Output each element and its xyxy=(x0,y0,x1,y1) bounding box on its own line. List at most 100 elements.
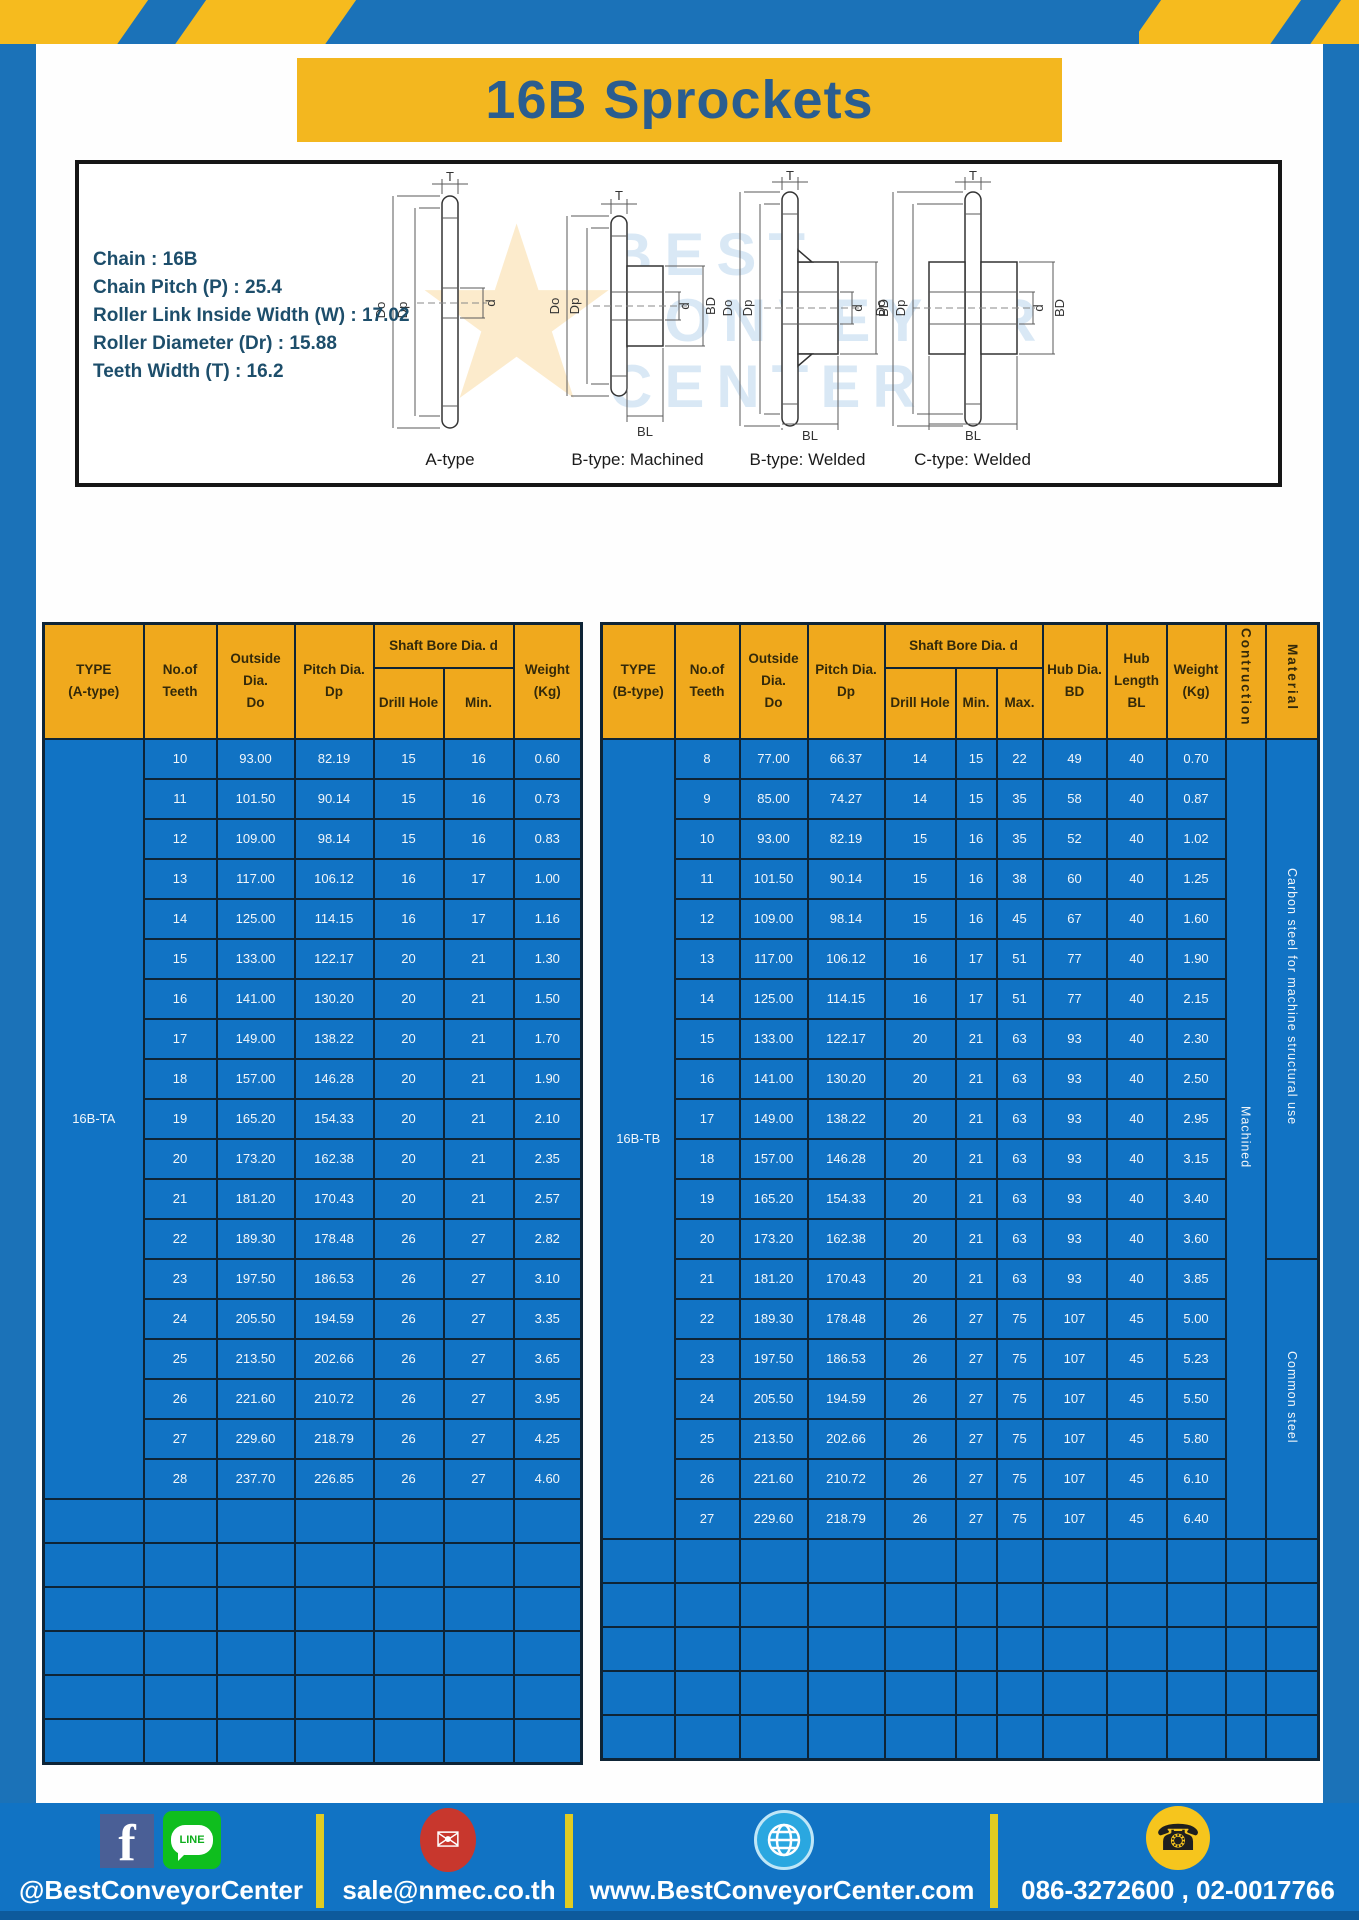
table-b-body: 16B-TB 8 77.00 66.37 14 15 22 49 40 0.70 Machined C… xyxy=(600,737,1320,1760)
table-cell: 27 xyxy=(954,1297,998,1340)
table-cell: 26 xyxy=(883,1497,957,1540)
col-header-min: Min. xyxy=(954,666,998,740)
dim-label-t: T xyxy=(786,170,794,183)
table-cell: 26 xyxy=(673,1457,741,1500)
material-lower-cell: Common steel xyxy=(1264,1257,1320,1540)
table-cell: 21 xyxy=(954,1057,998,1100)
type-label-cell: 16B-TA xyxy=(42,737,145,1500)
table-cell: 15 xyxy=(673,1017,741,1060)
diagram-caption: C-type: Welded xyxy=(914,450,1031,469)
facebook-icon: f xyxy=(100,1814,154,1868)
table-cell: 0.83 xyxy=(512,817,583,860)
table-cell: 15 xyxy=(372,777,445,820)
table-row: 24 205.50 194.59 26 27 75 107 45 5.50 xyxy=(602,1377,1319,1420)
table-cell xyxy=(954,1625,998,1672)
line-app-icon: LINE xyxy=(163,1811,221,1869)
table-cell xyxy=(954,1537,998,1584)
b-type-machined-drawing: T Do Dp d BD BL B-type: Machin xyxy=(545,170,730,472)
col-header-outside-dia: Outside Dia. Do xyxy=(738,622,809,740)
table-cell xyxy=(673,1713,741,1760)
c-type-welded-diagram-svg: T Do Dp d BD BL xyxy=(875,170,1067,442)
table-cell: 93.00 xyxy=(215,737,296,780)
table-cell: 178.48 xyxy=(293,1217,375,1260)
diagram-caption: B-type: Welded xyxy=(749,450,866,469)
table-cell xyxy=(1105,1669,1168,1716)
table-cell: 178.48 xyxy=(806,1297,886,1340)
table-cell: 45 xyxy=(1105,1497,1168,1540)
table-cell: 40 xyxy=(1105,977,1168,1020)
table-cell xyxy=(1224,1713,1267,1760)
table-cell: 11 xyxy=(142,777,218,820)
table-cell xyxy=(142,1629,218,1676)
table-cell: 130.20 xyxy=(806,1057,886,1100)
table-cell: 21 xyxy=(442,937,515,980)
dim-label-do: Do xyxy=(547,298,562,315)
table-cell xyxy=(600,1581,676,1628)
construction-cell-text: Machined xyxy=(1238,1105,1253,1169)
table-row: 18 157.00 146.28 20 21 63 93 40 3.15 xyxy=(602,1137,1319,1180)
table-cell: 63 xyxy=(995,1017,1044,1060)
table-cell: 27 xyxy=(954,1497,998,1540)
table-cell: 15 xyxy=(372,737,445,780)
empty-table-row xyxy=(42,1717,583,1764)
table-cell: 20 xyxy=(372,1177,445,1220)
table-cell: 107 xyxy=(1041,1337,1108,1380)
table-cell: 3.65 xyxy=(512,1337,583,1380)
dim-label-bl: BL xyxy=(965,428,981,442)
col-header-max: Max. xyxy=(995,666,1044,740)
table-row: 27 229.60 218.79 26 27 75 107 45 6.40 xyxy=(602,1497,1319,1540)
table-cell xyxy=(1224,1537,1267,1584)
table-cell xyxy=(995,1669,1044,1716)
table-cell xyxy=(142,1717,218,1764)
table-cell: 173.20 xyxy=(738,1217,809,1260)
spec-line: Roller Diameter (Dr) : 15.88 xyxy=(93,333,337,354)
table-cell: 77.00 xyxy=(738,737,809,780)
table-cell: 181.20 xyxy=(215,1177,296,1220)
table-cell: 17 xyxy=(673,1097,741,1140)
table-cell: 27 xyxy=(442,1417,515,1460)
table-cell: 16 xyxy=(883,977,957,1020)
dim-label-d: d xyxy=(677,302,692,309)
table-cell: 2.10 xyxy=(512,1097,583,1140)
table-cell: 229.60 xyxy=(215,1417,296,1460)
table-cell: 51 xyxy=(995,937,1044,980)
table-cell: 1.90 xyxy=(1165,937,1227,980)
table-cell: 26 xyxy=(372,1217,445,1260)
table-cell: 20 xyxy=(372,1137,445,1180)
table-cell: 82.19 xyxy=(293,737,375,780)
table-cell: 181.20 xyxy=(738,1257,809,1300)
table-cell xyxy=(512,1541,583,1588)
dim-label-d: d xyxy=(850,304,865,311)
table-cell: 21 xyxy=(954,1097,998,1140)
table-cell: 27 xyxy=(442,1257,515,1300)
table-cell: 93 xyxy=(1041,1257,1108,1300)
empty-table-row xyxy=(600,1713,1320,1760)
table-cell: 149.00 xyxy=(738,1097,809,1140)
table-cell: 52 xyxy=(1041,817,1108,860)
table-row: 25 213.50 202.66 26 27 75 107 45 5.80 xyxy=(602,1417,1319,1460)
a-type-spec-table: TYPE (A-type) No.of Teeth Outside Dia. D… xyxy=(42,622,584,1765)
table-cell: 3.60 xyxy=(1165,1217,1227,1260)
table-cell: 27 xyxy=(673,1497,741,1540)
table-cell xyxy=(1264,1669,1320,1716)
table-cell: 21 xyxy=(442,1137,515,1180)
table-cell: 40 xyxy=(1105,1177,1168,1220)
table-cell: 21 xyxy=(442,1057,515,1100)
table-cell xyxy=(42,1717,145,1764)
table-cell xyxy=(1224,1581,1267,1628)
spec-line: Chain : 16B xyxy=(93,249,198,270)
table-cell: 4.60 xyxy=(512,1457,583,1500)
spec-line: Chain Pitch (P) : 25.4 xyxy=(93,277,282,298)
table-cell: 63 xyxy=(995,1057,1044,1100)
table-cell: 40 xyxy=(1105,1257,1168,1300)
table-cell: 2.35 xyxy=(512,1137,583,1180)
table-cell: 45 xyxy=(1105,1297,1168,1340)
table-cell xyxy=(1264,1537,1320,1584)
table-cell: 27 xyxy=(954,1457,998,1500)
col-header-teeth: No.of Teeth xyxy=(142,622,218,740)
table-row: 13 117.00 106.12 16 17 51 77 40 1.90 xyxy=(602,937,1319,980)
table-cell: 27 xyxy=(142,1417,218,1460)
table-cell: 40 xyxy=(1105,857,1168,900)
table-cell: 1.30 xyxy=(512,937,583,980)
table-cell: 93 xyxy=(1041,1177,1108,1220)
